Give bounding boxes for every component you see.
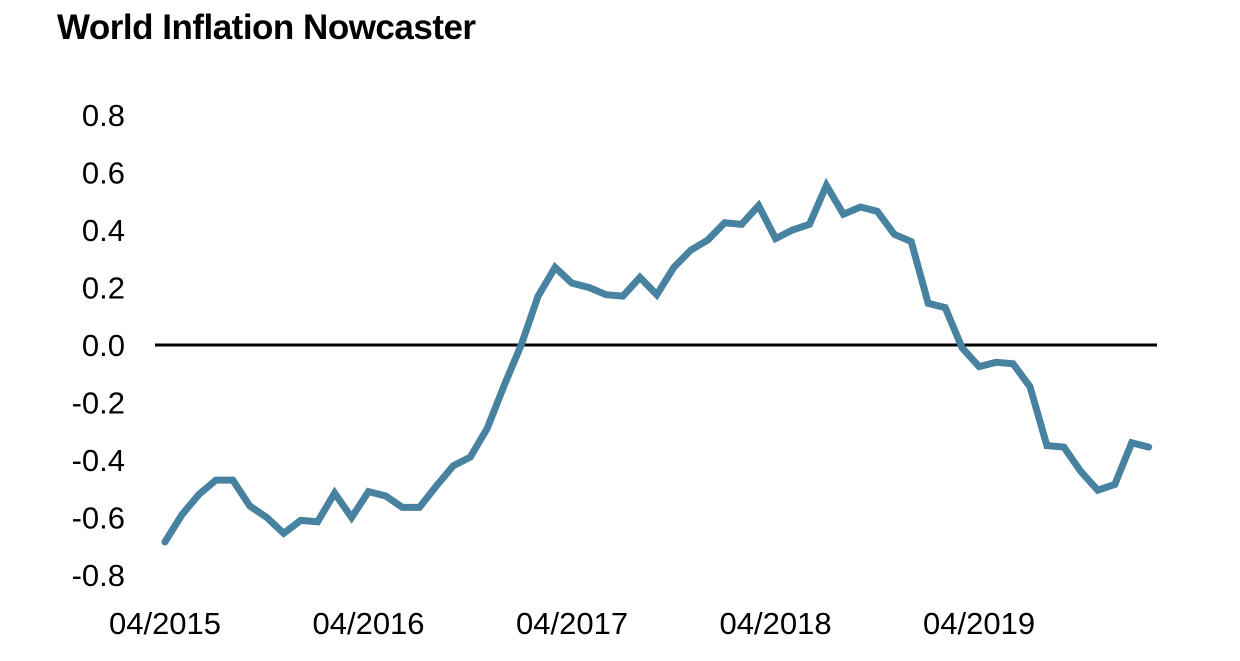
y-tick-label: -0.4	[72, 443, 125, 478]
y-tick-label: -0.2	[72, 386, 125, 421]
x-tick-label: 04/2018	[720, 606, 832, 641]
y-tick-label: -0.6	[72, 501, 125, 536]
data-points	[164, 185, 1149, 543]
y-tick-label: 0.4	[82, 213, 125, 248]
x-tick-label: 04/2016	[312, 606, 424, 641]
x-axis-ticks: 04/2015 04/2016 04/2017 04/2018 04/2019	[109, 606, 1035, 641]
x-tick-label: 04/2017	[516, 606, 628, 641]
chart-title: World Inflation Nowcaster	[57, 8, 476, 47]
y-tick-label: 0.2	[82, 271, 125, 306]
series-line	[161, 177, 1153, 546]
x-tick-label: 04/2015	[109, 606, 221, 641]
x-tick-label: 04/2019	[923, 606, 1035, 641]
y-tick-label: 0.6	[82, 156, 125, 191]
y-tick-label: -0.8	[72, 558, 125, 593]
y-axis-ticks: 0.8 0.6 0.4 0.2 0.0 -0.2 -0.4 -0.6 -0.8	[72, 98, 125, 593]
y-tick-label: 0.8	[82, 98, 125, 133]
y-tick-label: 0.0	[82, 328, 125, 363]
